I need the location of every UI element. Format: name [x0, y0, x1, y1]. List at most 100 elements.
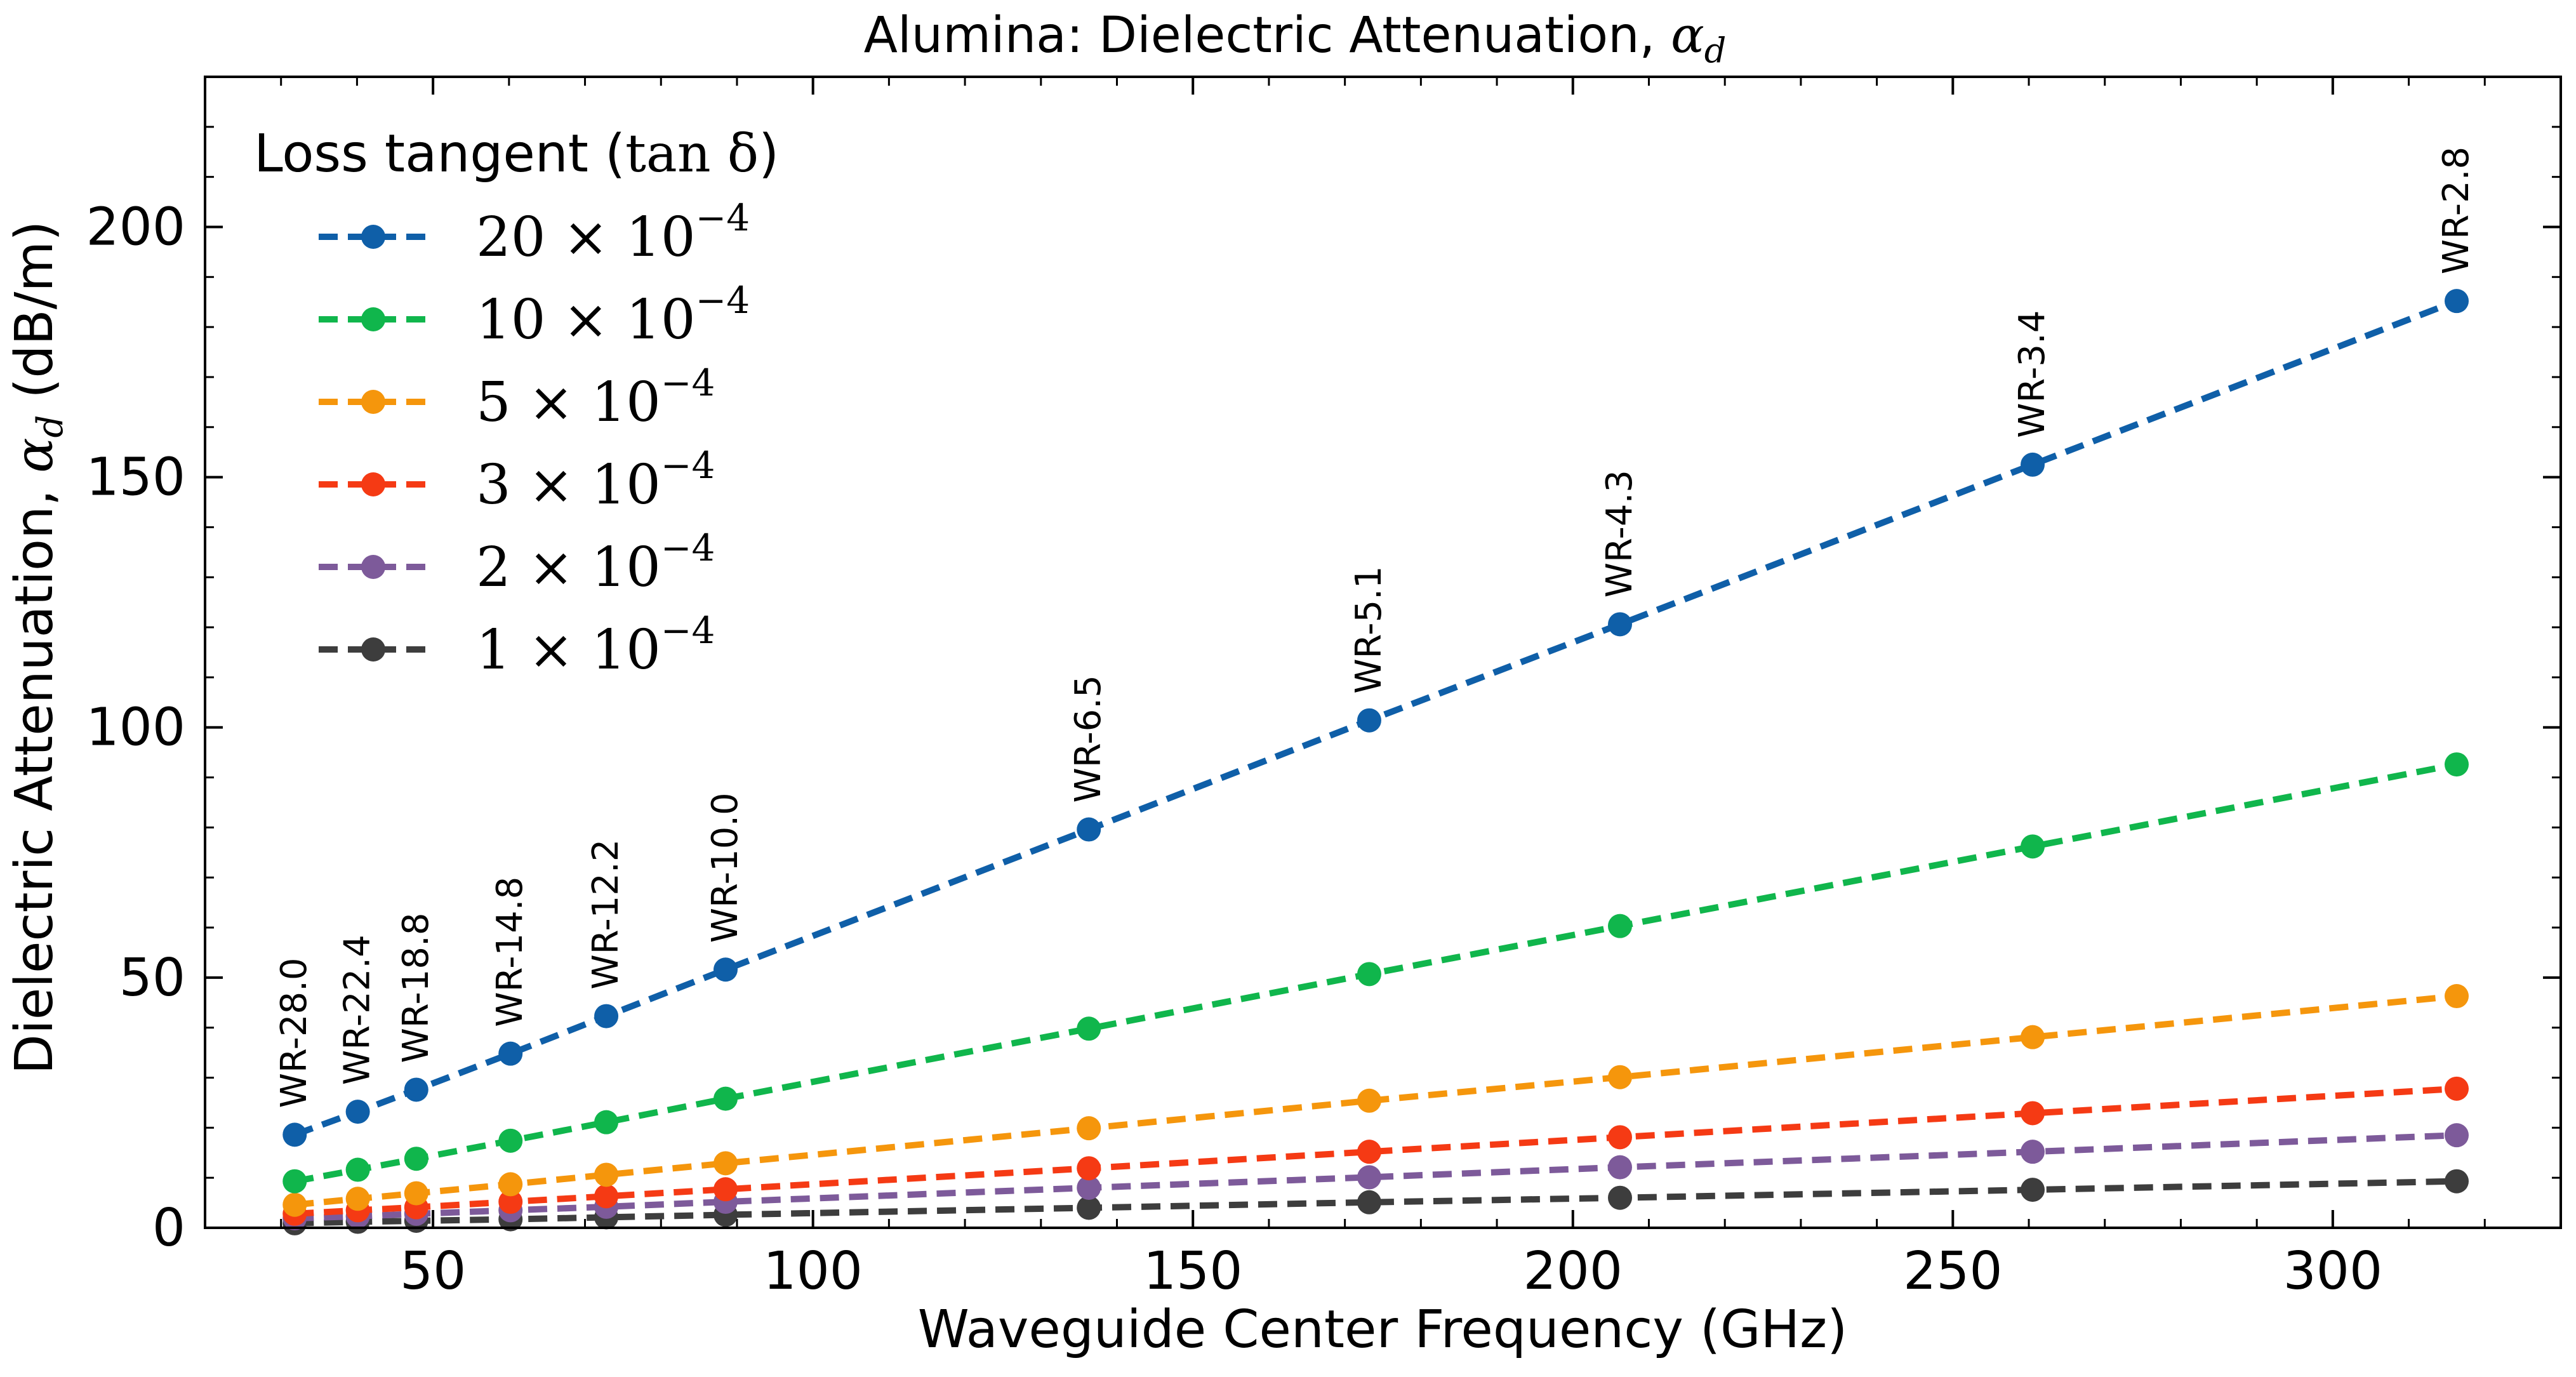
waveguide-band-label: WR-5.1: [1348, 566, 1390, 693]
y-axis-label: Dielectric Attenuation, αd (dB/m): [4, 221, 71, 1074]
data-point: [345, 1157, 370, 1182]
y-tick-label: 50: [119, 948, 185, 1008]
series: [282, 289, 2469, 1147]
data-point: [2444, 289, 2469, 314]
data-point: [714, 1151, 738, 1176]
legend-entry: 5 × 10−4: [319, 361, 715, 434]
data-point: [1077, 1175, 1101, 1200]
data-point: [2021, 834, 2045, 859]
waveguide-band-label: WR-10.0: [705, 792, 746, 943]
point-labels: WR-28.0 WR-22.4 WR-18.8 WR-14.8 WR-12.2 WR-10…: [274, 147, 2477, 1108]
legend-label: 1 × 10−4: [476, 609, 715, 682]
legend-marker: [361, 390, 385, 414]
data-point: [2444, 1123, 2469, 1148]
data-point: [1357, 1140, 1381, 1164]
data-point: [1357, 708, 1381, 733]
waveguide-band-label: WR-18.8: [395, 913, 437, 1063]
legend-label: 5 × 10−4: [476, 361, 715, 434]
waveguide-band-label: WR-14.8: [489, 877, 531, 1027]
data-point: [1077, 1156, 1101, 1181]
x-tick-label: 150: [1143, 1241, 1243, 1301]
data-point: [714, 957, 738, 982]
x-tick-label: 300: [2283, 1241, 2383, 1301]
waveguide-band-label: WR-3.4: [2012, 310, 2053, 438]
x-tick-label: 200: [1524, 1241, 1623, 1301]
data-point: [404, 1181, 428, 1206]
waveguide-band-label: WR-6.5: [1068, 675, 1109, 802]
data-point: [345, 1100, 370, 1124]
data-point: [1357, 962, 1381, 987]
legend-title: Loss tangent (tan δ): [254, 124, 779, 184]
legend-entry: 1 × 10−4: [319, 609, 715, 682]
x-tick-label: 100: [763, 1241, 863, 1301]
data-point: [594, 1004, 619, 1028]
legend-label: 20 × 10−4: [476, 196, 750, 269]
legend-marker: [361, 637, 385, 662]
data-point: [2444, 752, 2469, 777]
legend-entry: 2 × 10−4: [319, 526, 715, 599]
data-point: [2021, 452, 2045, 477]
data-point: [404, 1147, 428, 1171]
data-point: [1357, 1165, 1381, 1190]
data-point: [498, 1128, 523, 1153]
legend: Loss tangent (tan δ) 20 × 10−4 10 × 10−4 5…: [254, 124, 779, 682]
legend-marker: [361, 225, 385, 249]
series-line: [294, 1085, 2457, 1217]
data-point: [498, 1172, 523, 1197]
data-point: [1607, 612, 1632, 637]
data-point: [2021, 1140, 2045, 1164]
x-tick-label: 50: [400, 1241, 466, 1301]
data-point: [345, 1187, 370, 1211]
legend-entry: 20 × 10−4: [319, 196, 750, 269]
data-point: [1607, 1125, 1632, 1150]
y-tick-label: 100: [86, 698, 185, 758]
legend-marker: [361, 472, 385, 496]
data-point: [1077, 817, 1101, 842]
waveguide-band-label: WR-12.2: [585, 839, 627, 990]
series-line: [295, 1178, 2457, 1227]
data-point: [2021, 1025, 2045, 1049]
legend-label: 10 × 10−4: [476, 279, 750, 352]
waveguide-band-label: WR-2.8: [2436, 147, 2477, 274]
data-point: [594, 1110, 619, 1134]
legend-entry: 3 × 10−4: [319, 444, 715, 517]
y-tick-label: 200: [86, 197, 185, 257]
waveguide-band-label: WR-4.3: [1599, 470, 1640, 597]
x-axis-label: Waveguide Center Frequency (GHz): [918, 1300, 1847, 1360]
data-point: [1077, 1016, 1101, 1041]
data-point: [2444, 984, 2469, 1009]
series: [282, 752, 2469, 1194]
data-point: [282, 1122, 307, 1147]
legend-entry: 10 × 10−4: [319, 279, 750, 352]
data-point: [2444, 1169, 2469, 1194]
waveguide-band-label: WR-22.4: [337, 935, 378, 1085]
legend-marker: [361, 555, 385, 579]
legend-label: 3 × 10−4: [476, 444, 715, 517]
data-point: [1077, 1116, 1101, 1141]
y-tick-label: 150: [86, 448, 185, 508]
data-point: [1607, 1065, 1632, 1089]
y-tick-label: 0: [152, 1198, 185, 1258]
series: [282, 984, 2469, 1217]
data-point: [282, 1192, 307, 1217]
data-point: [2021, 1101, 2045, 1126]
plot-frame: [204, 76, 2562, 1229]
data-point: [714, 1086, 738, 1111]
data-point: [498, 1041, 523, 1066]
series-line: [294, 993, 2457, 1208]
data-point: [404, 1077, 428, 1102]
data-point: [714, 1177, 738, 1202]
data-point: [1607, 1185, 1632, 1210]
series-line: [295, 1132, 2457, 1222]
data-point: [282, 1169, 307, 1194]
data-point: [1607, 1155, 1632, 1180]
data-point: [1357, 1190, 1381, 1214]
x-tick-label: 250: [1903, 1241, 2003, 1301]
data-point: [2021, 1178, 2045, 1202]
data-point: [1077, 1195, 1101, 1220]
y-axis-ticks: 0 50 100 150 200: [86, 76, 2561, 1258]
x-axis-ticks: 50 100 150 200 250 300: [280, 77, 2562, 1301]
data-point: [594, 1162, 619, 1187]
